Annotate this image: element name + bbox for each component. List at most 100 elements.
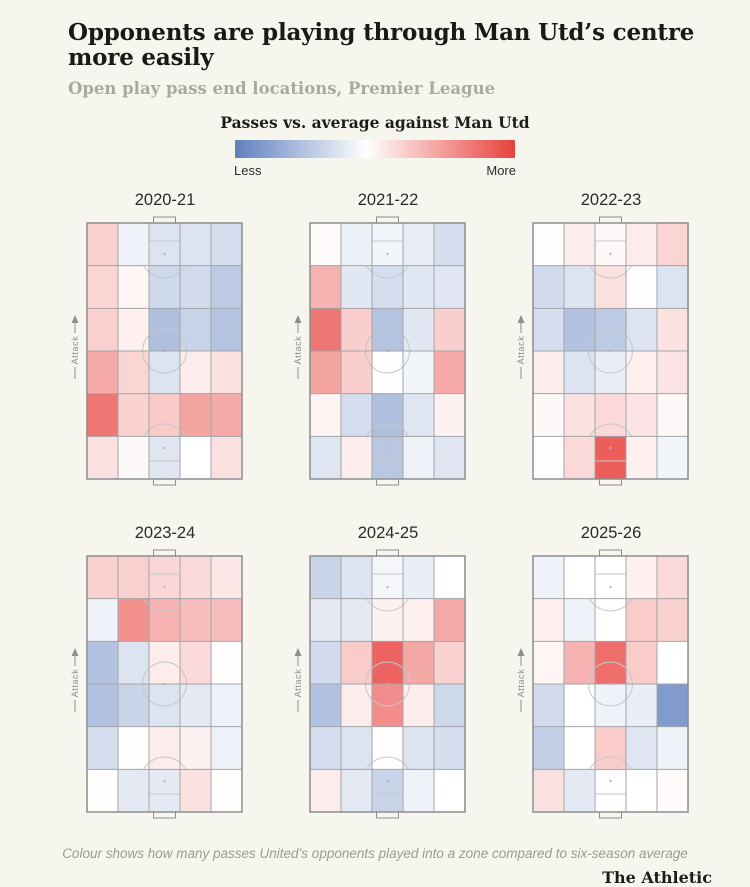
heatmap-cell [87,307,118,351]
attack-arrow [517,314,525,379]
heatmap-cell [657,307,688,351]
heatmap-cell [564,726,595,769]
heatmap-cell [564,555,595,599]
heatmap-cell [211,393,242,436]
heatmap-cell [533,640,564,684]
heatmap-cell [564,393,595,436]
page-subtitle: Open play pass end locations, Premier Le… [68,78,496,98]
heatmap-cell [149,307,180,351]
heatmap-cell [149,683,180,727]
penalty-spot-top [386,585,389,588]
heatmap-cell [564,683,595,727]
heatmap-cell [310,683,341,727]
heatmap-cell [533,393,564,436]
heatmap-cells [533,555,688,812]
heatmap-cell [533,350,564,394]
attack-arrowhead [71,314,79,323]
penalty-arc-top [589,265,632,279]
heatmap-cell [149,726,180,769]
attack-arrow [294,647,302,712]
heatmap-cell [403,435,434,479]
attack-arrow [71,647,79,712]
penalty-arc-top [143,265,186,279]
heatmap-cell [118,598,149,641]
heatmap-cell [372,435,403,479]
heatmap-cell [372,265,403,308]
legend-less-label: Less [234,162,262,178]
heatmap-cell [564,768,595,812]
penalty-arc-bottom [589,756,632,770]
heatmap-cell [626,222,657,266]
attack-arrow [294,314,302,379]
heatmap-cell [87,222,118,266]
grid-lines [310,555,465,812]
heatmap-cell [180,683,211,727]
heatmap-cell [626,640,657,684]
heatmap-cell [149,222,180,266]
season-title: 2025-26 [580,523,642,542]
pitch-heatmap: Attack [293,549,466,819]
penalty-arc-bottom [366,756,409,770]
heatmap-cell [87,768,118,812]
heatmap-cell [118,726,149,769]
heatmap-cell [403,393,434,436]
heatmap-cell [403,640,434,684]
heatmap-cell [626,307,657,351]
heatmap-cell [434,265,465,308]
goal-top [153,549,176,557]
heatmap-cell [657,640,688,684]
heatmap-cell [118,435,149,479]
heatmap-cell [180,726,211,769]
chart-footer: Colour shows how many passes United’s op… [0,846,750,887]
penalty-arc-bottom [143,423,186,437]
heatmap-cells [310,222,465,479]
heatmap-cell [372,598,403,641]
goal-bottom [599,811,622,819]
penalty-arc-top [143,598,186,612]
heatmap-cell [657,350,688,394]
heatmap-cell [87,683,118,727]
heatmap-cell [564,640,595,684]
attack-arrowhead [294,647,302,656]
heatmap-cell [434,768,465,812]
heatmap-cell [149,640,180,684]
heatmap-cell [180,393,211,436]
heatmap-cell [180,435,211,479]
heatmap-cell [118,768,149,812]
heatmap-cell [434,435,465,479]
heatmap-cell [211,683,242,727]
season-title: 2021-22 [357,190,419,209]
season-panel: 2024-25 Attack [280,524,470,825]
legend-labels: Less More [234,163,516,178]
season-panel: 2023-24 Attack [57,524,247,825]
season-title: 2020-21 [134,190,196,209]
heatmap-cell [87,726,118,769]
penalty-spot-top [609,252,612,255]
penalty-arc-top [366,598,409,612]
penalty-spot-top [163,585,166,588]
heatmap-cell [564,307,595,351]
heatmap-cell [118,555,149,599]
heatmap-cell [211,555,242,599]
heatmap-cell [595,683,626,727]
heatmap-cells [533,222,688,479]
heatmap-cell [564,598,595,641]
heatmap-cell [310,393,341,436]
season-title: 2022-23 [580,190,642,209]
heatmap-cell [341,393,372,436]
heatmap-cell [657,222,688,266]
heatmap-cells [87,222,242,479]
grid-lines [87,222,242,479]
heatmap-cell [211,598,242,641]
heatmap-cell [657,265,688,308]
heatmap-cells [310,555,465,812]
grid-lines [310,222,465,479]
penalty-spot-top [609,585,612,588]
goal-bottom [153,811,176,819]
heatmap-cell [595,768,626,812]
heatmap-cell [180,265,211,308]
heatmap-cell [626,768,657,812]
heatmap-cell [87,350,118,394]
heatmap-cell [434,222,465,266]
season-title: 2024-25 [357,523,419,542]
